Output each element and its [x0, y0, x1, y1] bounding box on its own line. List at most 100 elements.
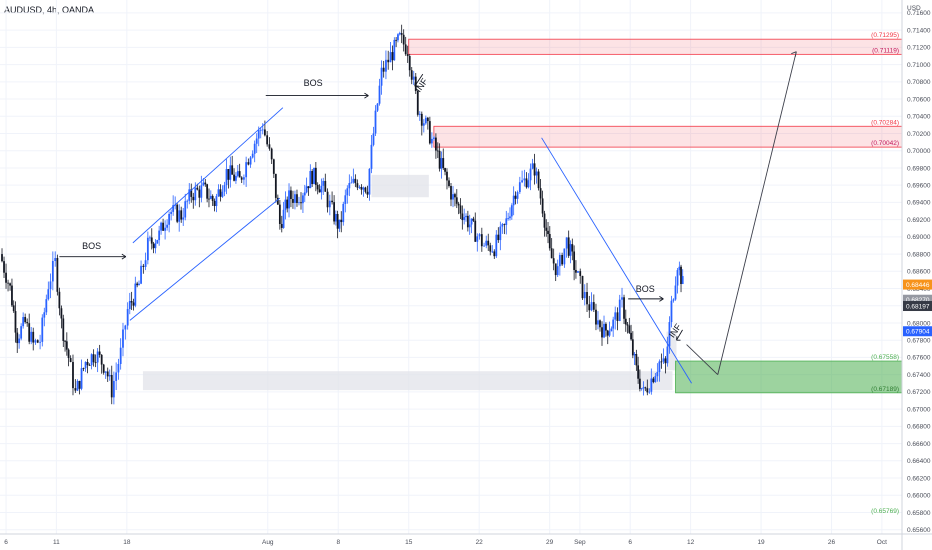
annotation-label: BOS	[636, 284, 655, 294]
candle-body	[412, 76, 415, 80]
candle-body	[554, 263, 557, 276]
y-tick-label: 0.67200	[907, 389, 931, 396]
candle-body	[22, 317, 25, 327]
candle-body	[672, 299, 675, 301]
projection-line	[717, 51, 797, 375]
candle-body	[278, 204, 281, 224]
candle-body	[176, 204, 179, 222]
candle-body	[24, 317, 27, 323]
candle-body	[178, 210, 181, 222]
candle-body	[102, 364, 105, 373]
candle-body	[274, 173, 277, 198]
candle-body	[146, 237, 149, 261]
candle-body	[452, 194, 454, 200]
candle-body	[338, 219, 341, 229]
candle-body	[454, 194, 456, 198]
candle-body	[92, 354, 95, 363]
candle-body	[681, 276, 684, 285]
time-axis[interactable]: 6 11 18 Aug 8 15 22 29 Sep 6 12 19 26 Oct	[0, 533, 932, 546]
flat-zones	[142, 174, 677, 391]
candle-body	[621, 297, 623, 300]
y-tick-label: 0.66200	[907, 475, 931, 482]
candle-body	[28, 323, 31, 342]
candle-body	[140, 265, 142, 284]
candle-body	[408, 56, 411, 71]
candle-body	[480, 234, 483, 247]
candle-body	[268, 144, 271, 149]
candle-body	[219, 189, 222, 197]
candle-body	[450, 186, 452, 200]
y-tick-label: 0.70600	[907, 96, 931, 103]
candle-body	[618, 299, 621, 321]
candle-body	[391, 52, 394, 61]
candle-body	[442, 158, 445, 169]
candle-body	[94, 362, 97, 364]
candle-body	[595, 309, 597, 325]
candle-body	[652, 378, 655, 383]
candle-body	[563, 248, 566, 265]
candle-body	[294, 194, 296, 203]
candle-body	[235, 175, 237, 181]
candle-body	[529, 168, 532, 181]
candle-body	[168, 213, 171, 225]
candle-body	[313, 167, 315, 184]
chart-title: AUDUSD, 4h, OANDA	[4, 5, 95, 15]
candle-body	[348, 183, 351, 189]
candle-body	[646, 388, 649, 393]
candle-body	[80, 368, 83, 389]
y-tick-label: 0.69400	[907, 200, 931, 207]
candle-body	[320, 185, 323, 193]
candle-body	[221, 191, 224, 197]
candle-body	[660, 361, 663, 363]
currency-label: USD	[907, 5, 921, 12]
candle-body	[164, 227, 166, 231]
candle-body	[402, 34, 405, 45]
candle-body	[47, 289, 50, 300]
bos-arrow-head	[364, 92, 369, 99]
candle-body	[342, 203, 345, 223]
zone-top-label: (0.71295)	[871, 32, 899, 39]
candle-body	[36, 340, 39, 343]
candle-body	[397, 34, 399, 41]
y-tick-label: 0.65600	[907, 527, 931, 534]
candle-body	[255, 138, 258, 144]
candle-body	[434, 137, 437, 151]
channel-lower-line	[129, 197, 281, 321]
candle-body	[468, 224, 471, 228]
price-tag-label: 0.68446	[906, 282, 930, 289]
candle-body	[579, 271, 582, 276]
candle-body	[253, 143, 256, 154]
candle-body	[535, 171, 538, 176]
candle-body	[364, 187, 367, 192]
x-tick-label: 22	[476, 539, 484, 546]
candle-body	[132, 302, 135, 306]
candle-body	[567, 237, 570, 256]
candle-body	[223, 185, 226, 192]
candle-body	[539, 188, 542, 199]
candle-body	[316, 184, 319, 190]
candle-body	[493, 251, 496, 257]
candle-body	[318, 189, 321, 193]
candle-body	[575, 269, 577, 273]
candle-body	[270, 148, 273, 160]
candle-body	[288, 190, 290, 209]
candle-body	[495, 234, 498, 257]
candle-body	[243, 177, 245, 180]
candle-body	[51, 260, 54, 282]
downtrend-line	[541, 137, 692, 384]
price-axis[interactable]: 0.71600 0.71400 0.71200 0.71000 0.70800 0.706…	[901, 0, 932, 550]
candle-body	[211, 195, 214, 201]
projection-line	[686, 344, 719, 375]
candle-body	[638, 378, 641, 389]
candle-body	[56, 258, 59, 292]
candle-body	[385, 59, 387, 72]
candle-body	[573, 251, 576, 270]
candle-body	[206, 184, 209, 199]
candle-body	[282, 209, 285, 228]
candle-body	[229, 165, 232, 180]
candle-body	[12, 305, 15, 312]
y-tick-label: 0.67800	[907, 338, 931, 345]
y-tick-label: 0.71400	[907, 27, 931, 34]
candle-body	[156, 240, 159, 244]
